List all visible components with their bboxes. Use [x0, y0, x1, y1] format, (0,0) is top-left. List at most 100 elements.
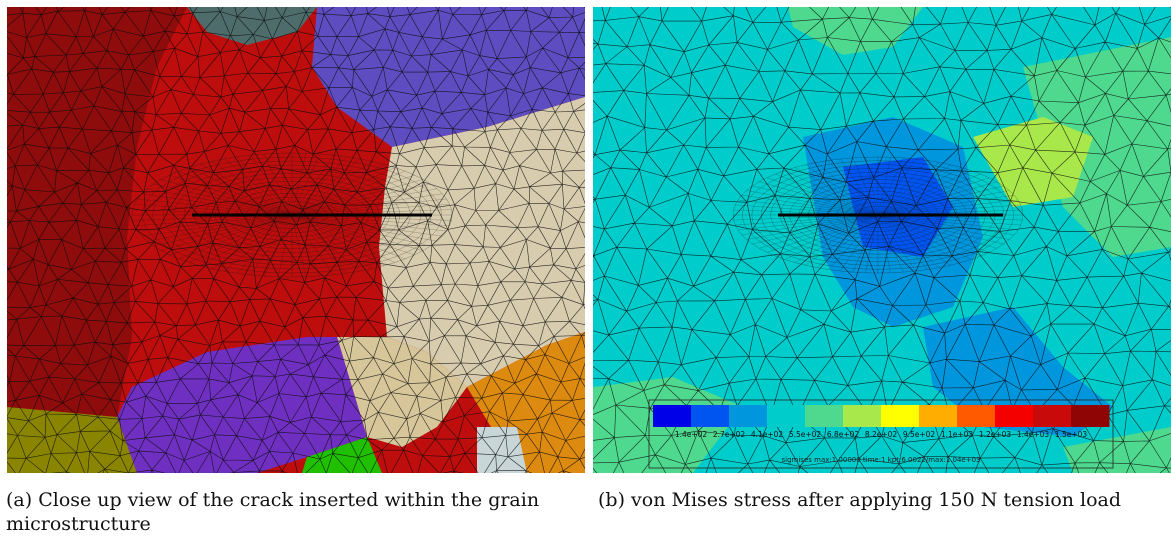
refinement-spoke — [828, 160, 879, 216]
refinement-spoke — [877, 181, 997, 216]
refinement-spoke — [134, 214, 293, 226]
refinement-spoke — [737, 214, 879, 231]
refinement-spoke — [877, 214, 1010, 240]
refinement-spoke — [264, 214, 293, 277]
colorbar-tick-label: 1.5e+03 — [1055, 430, 1088, 439]
refinement-spoke — [877, 214, 1015, 235]
refinement-spoke — [877, 199, 1019, 216]
refinement-spoke — [877, 158, 916, 216]
stress-contour-image: 1.4e+02 2.7e+02 4.1e+02 5.5e+02 6.8e+02 8.2e+… — [593, 7, 1171, 473]
refinement-spoke — [237, 156, 293, 216]
refinement-spoke — [277, 153, 293, 216]
refinement-spoke — [746, 190, 879, 216]
refinement-spoke — [752, 185, 879, 216]
refinement-spoke — [200, 164, 293, 216]
colorbar-tick-label: 2.7e+02 — [713, 430, 746, 439]
refinement-spoke — [291, 158, 360, 216]
colorbar-swatch — [919, 405, 958, 427]
grain-region — [467, 332, 585, 473]
refinement-spoke — [264, 153, 293, 216]
refinement-spoke — [877, 204, 1021, 216]
refinement-spoke — [146, 214, 293, 242]
grain-mesh-image — [7, 7, 585, 473]
grain-regions — [7, 7, 585, 473]
refinement-spoke — [291, 161, 373, 216]
grain-region — [7, 7, 187, 417]
figure-panel-b: 1.4e+02 2.7e+02 4.1e+02 5.5e+02 6.8e+02 8.2e+… — [593, 7, 1171, 473]
colorbar-tick-label: 4.1e+02 — [751, 430, 784, 439]
refinement-spoke — [877, 214, 972, 260]
colorbar: 1.4e+02 2.7e+02 4.1e+02 5.5e+02 6.8e+02 8.2e+… — [648, 399, 1114, 469]
refinement-spoke — [877, 214, 916, 272]
refinement-spoke — [291, 214, 447, 232]
refinement-spoke — [737, 199, 879, 216]
refinement-spoke — [291, 183, 431, 216]
refinement-spoke — [877, 214, 1004, 245]
colorbar-swatch — [881, 405, 920, 427]
refinement-spoke — [137, 198, 293, 216]
refinement-spoke — [766, 177, 879, 216]
caption-a: (a) Close up view of the crack inserted … — [6, 488, 586, 536]
refinement-spoke — [291, 155, 334, 216]
refinement-spoke — [153, 183, 293, 216]
colorbar-tick-label: 6.8e+02 — [827, 430, 860, 439]
refinement-spoke — [291, 153, 320, 216]
refinement-spoke — [291, 164, 384, 216]
colorbar-tick-label: 1.4e+02 — [675, 430, 708, 439]
refinement-spoke — [877, 173, 981, 216]
refinement-spoke — [746, 214, 879, 240]
grain-region — [7, 407, 137, 473]
colorbar-swatch — [653, 405, 692, 427]
refinement-spoke — [291, 193, 443, 216]
refinement-spoke — [178, 171, 293, 216]
grain-region — [312, 7, 585, 147]
caption-text: Close up view of the crack inserted with… — [6, 489, 540, 535]
refinement-spoke — [141, 214, 293, 237]
colorbar-tick-label: 8.2e+02 — [865, 430, 898, 439]
refinement-spoke — [784, 214, 879, 260]
refinement-spoke — [291, 204, 450, 216]
refinement-spoke — [775, 173, 879, 216]
refinement-spoke — [291, 167, 395, 216]
refinement-spoke — [224, 158, 293, 216]
colorbar-tick-label: 5.5e+02 — [789, 430, 822, 439]
stress-region — [1023, 37, 1171, 257]
refinement-spoke — [865, 157, 879, 216]
crack-refinement — [131, 152, 453, 278]
mesh-path — [593, 7, 1171, 473]
refinement-spoke — [816, 214, 879, 268]
colorbar-tick-label: 1.1e+03 — [941, 430, 974, 439]
refinement-spoke — [291, 214, 450, 226]
refinement-spoke — [169, 175, 293, 216]
refinement-spoke — [752, 214, 879, 245]
refinement-spoke — [852, 214, 879, 273]
grain-region — [379, 97, 585, 387]
colorbar-swatch — [729, 405, 768, 427]
refinement-spoke — [741, 195, 879, 216]
refinement-spoke — [291, 214, 373, 269]
refinement-spoke — [291, 214, 395, 263]
refinement-spoke — [877, 157, 904, 216]
refinement-spoke — [877, 162, 940, 216]
refinement-spoke — [200, 214, 293, 266]
refinement-spoke — [160, 214, 293, 251]
refinement-spoke — [741, 214, 879, 235]
refinement-spoke — [877, 214, 904, 273]
grain-region — [187, 7, 317, 45]
refinement-spoke — [250, 155, 293, 216]
refinement-spoke — [840, 214, 879, 272]
refinement-spoke — [794, 214, 879, 263]
refinement-spoke — [877, 214, 940, 268]
colorbar-swatches — [653, 405, 1110, 427]
refinement-spoke — [291, 188, 438, 216]
refinement-spoke — [146, 188, 293, 216]
refinement-spoke — [211, 161, 293, 216]
refinement-spoke — [291, 214, 415, 255]
refinement-spoke — [766, 214, 879, 253]
crack-refinement — [732, 156, 1024, 274]
refinement-spoke — [877, 214, 891, 273]
colorbar-swatch — [995, 405, 1034, 427]
refinement-spoke — [784, 170, 879, 216]
refinement-spoke — [291, 214, 424, 251]
refinement-spoke — [291, 214, 431, 247]
